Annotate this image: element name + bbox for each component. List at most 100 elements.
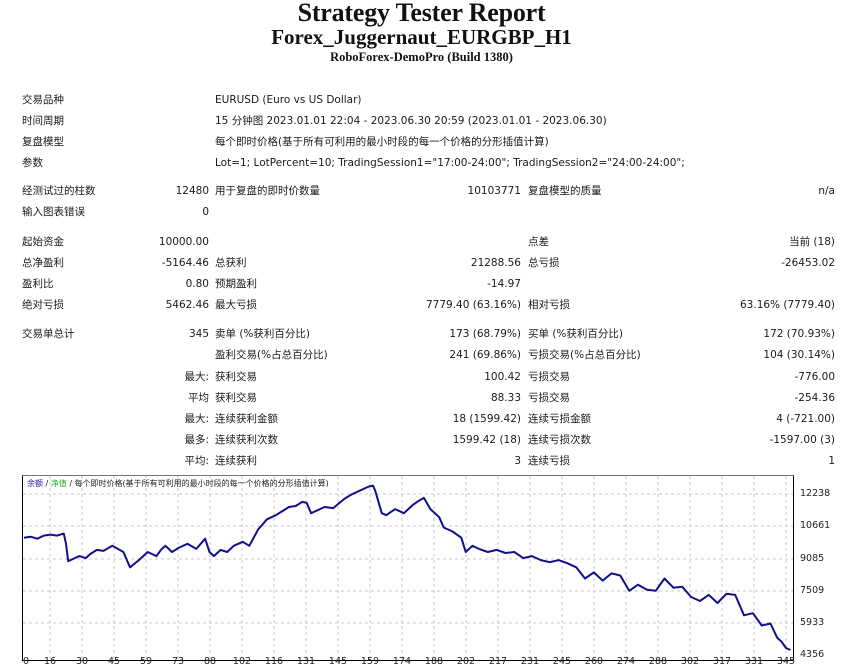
x-tick-label: 59 bbox=[139, 656, 153, 667]
loss-trades-value: 104 (30.14%) bbox=[763, 349, 835, 361]
x-tick-label: 73 bbox=[171, 656, 185, 667]
x-tick-label: 317 bbox=[712, 656, 732, 667]
ticks-value: 10103771 bbox=[467, 185, 521, 197]
max-drawdown-value: 7779.40 (63.16%) bbox=[426, 299, 521, 311]
chart-legend: 余额 / 净值 / 每个即时价格(基于所有可利用的最小时段的每一个价格的分形插值… bbox=[27, 479, 329, 488]
report-title: Strategy Tester Report bbox=[297, 0, 546, 27]
long-trades-value: 172 (70.93%) bbox=[763, 328, 835, 340]
long-trades-label: 买单 (%获利百分比) bbox=[528, 328, 624, 340]
total-trades-value: 345 bbox=[188, 328, 209, 340]
rel-drawdown-value: 63.16% (7779.40) bbox=[740, 299, 835, 311]
largest-profit-value: 100.42 bbox=[484, 371, 521, 383]
bars-label: 经测试过的柱数 bbox=[22, 185, 96, 197]
max-consecutive-wins-label: 连续获利金额 bbox=[215, 413, 278, 425]
maximal-consecutive-profit-label: 连续获利次数 bbox=[215, 434, 278, 446]
expected-payoff-value: -14.97 bbox=[487, 278, 521, 290]
average-consecutive-wins-label: 连续获利 bbox=[215, 455, 257, 467]
x-tick-label: 174 bbox=[392, 656, 412, 667]
y-tick-label: 9085 bbox=[800, 553, 825, 564]
period-value: 15 分钟图 2023.01.01 22:04 - 2023.06.30 20:… bbox=[215, 115, 607, 127]
spread-label: 点差 bbox=[528, 236, 549, 248]
x-tick-label: 88 bbox=[203, 656, 217, 667]
rel-drawdown-label: 相对亏损 bbox=[528, 299, 570, 311]
x-tick-label: 260 bbox=[584, 656, 604, 667]
model-value: 每个即时价格(基于所有可利用的最小时段的每一个价格的分形插值计算) bbox=[215, 136, 549, 148]
balance-chart bbox=[22, 475, 794, 661]
x-tick-label: 188 bbox=[424, 656, 444, 667]
balance-line bbox=[23, 484, 791, 651]
abs-drawdown-label: 绝对亏损 bbox=[22, 299, 64, 311]
legend-model: 每个即时价格(基于所有可利用的最小时段的每一个价格的分形插值计算) bbox=[74, 479, 329, 488]
net-profit-value: -5164.46 bbox=[161, 257, 209, 269]
symbol-label: 交易品种 bbox=[22, 94, 64, 106]
x-tick-label: 331 bbox=[744, 656, 764, 667]
profit-trades-label: 盈利交易(%占总百分比) bbox=[215, 349, 328, 361]
loss-trades-label: 亏损交易(%占总百分比) bbox=[528, 349, 641, 361]
average-prefix: 平均 bbox=[188, 392, 209, 404]
server-build: RoboForex-DemoPro (Build 1380) bbox=[330, 50, 513, 64]
max-consecutive-losses-value: 4 (-721.00) bbox=[776, 413, 835, 425]
x-tick-label: 131 bbox=[296, 656, 316, 667]
x-tick-label: 288 bbox=[648, 656, 668, 667]
maximal-consecutive-profit-value: 1599.42 (18) bbox=[452, 434, 521, 446]
short-trades-value: 173 (68.79%) bbox=[449, 328, 521, 340]
x-tick-label: 202 bbox=[456, 656, 476, 667]
ticks-label: 用于复盘的即时价数量 bbox=[215, 185, 320, 197]
gross-loss-label: 总亏损 bbox=[528, 257, 560, 269]
initial-deposit-label: 起始资金 bbox=[22, 236, 64, 248]
max-consecutive-prefix: 最大: bbox=[184, 413, 209, 425]
model-label: 复盘模型 bbox=[22, 136, 64, 148]
legend-equity: 净值 bbox=[50, 479, 67, 488]
gross-profit-label: 总获利 bbox=[215, 257, 247, 269]
average-loss-label: 亏损交易 bbox=[528, 392, 570, 404]
expert-name: Forex_Juggernaut_EURGBP_H1 bbox=[271, 25, 572, 49]
x-tick-label: 274 bbox=[616, 656, 636, 667]
x-tick-label: 145 bbox=[328, 656, 348, 667]
symbol-value: EURUSD (Euro vs US Dollar) bbox=[215, 94, 362, 106]
x-tick-label: 16 bbox=[43, 656, 57, 667]
y-tick-label: 10661 bbox=[800, 520, 831, 531]
profit-factor-value: 0.80 bbox=[185, 278, 209, 290]
x-tick-label: 245 bbox=[552, 656, 572, 667]
y-tick-label: 7509 bbox=[800, 585, 825, 596]
x-tick-label: 0 bbox=[22, 656, 30, 667]
maximal-consecutive-loss-value: -1597.00 (3) bbox=[769, 434, 835, 446]
short-trades-label: 卖单 (%获利百分比) bbox=[215, 328, 311, 340]
parameters-label: 参数 bbox=[22, 157, 43, 169]
parameters-value: Lot=1; LotPercent=10; TradingSession1="1… bbox=[215, 157, 685, 169]
x-tick-label: 159 bbox=[360, 656, 380, 667]
gross-profit-value: 21288.56 bbox=[470, 257, 521, 269]
average-consecutive-losses-label: 连续亏损 bbox=[528, 455, 570, 467]
gross-loss-value: -26453.02 bbox=[781, 257, 835, 269]
errors-label: 输入图表错误 bbox=[22, 206, 85, 218]
legend-balance: 余额 bbox=[27, 479, 43, 488]
abs-drawdown-value: 5462.46 bbox=[165, 299, 209, 311]
x-tick-label: 345 bbox=[776, 656, 796, 667]
largest-loss-value: -776.00 bbox=[794, 371, 835, 383]
x-tick-label: 116 bbox=[264, 656, 284, 667]
x-tick-label: 231 bbox=[520, 656, 540, 667]
errors-value: 0 bbox=[202, 206, 209, 218]
average-profit-value: 88.33 bbox=[490, 392, 521, 404]
total-trades-label: 交易单总计 bbox=[22, 328, 75, 340]
maximal-consecutive-prefix: 最多: bbox=[184, 434, 209, 446]
largest-profit-label: 获利交易 bbox=[215, 371, 257, 383]
period-label: 时间周期 bbox=[22, 115, 64, 127]
profit-trades-value: 241 (69.86%) bbox=[449, 349, 521, 361]
spread-value: 当前 (18) bbox=[789, 236, 835, 248]
maximal-consecutive-loss-label: 连续亏损次数 bbox=[528, 434, 591, 446]
average-consecutive-prefix: 平均: bbox=[184, 455, 209, 467]
profit-factor-label: 盈利比 bbox=[22, 278, 54, 290]
initial-deposit-value: 10000.00 bbox=[158, 236, 209, 248]
largest-loss-label: 亏损交易 bbox=[528, 371, 570, 383]
max-consecutive-wins-value: 18 (1599.42) bbox=[452, 413, 521, 425]
x-tick-label: 302 bbox=[680, 656, 700, 667]
y-tick-label: 5933 bbox=[800, 617, 825, 628]
average-profit-label: 获利交易 bbox=[215, 392, 257, 404]
max-drawdown-label: 最大亏损 bbox=[215, 299, 257, 311]
x-tick-label: 102 bbox=[232, 656, 252, 667]
y-tick-label: 4356 bbox=[800, 649, 825, 660]
x-tick-label: 217 bbox=[488, 656, 508, 667]
quality-value: n/a bbox=[818, 185, 835, 197]
